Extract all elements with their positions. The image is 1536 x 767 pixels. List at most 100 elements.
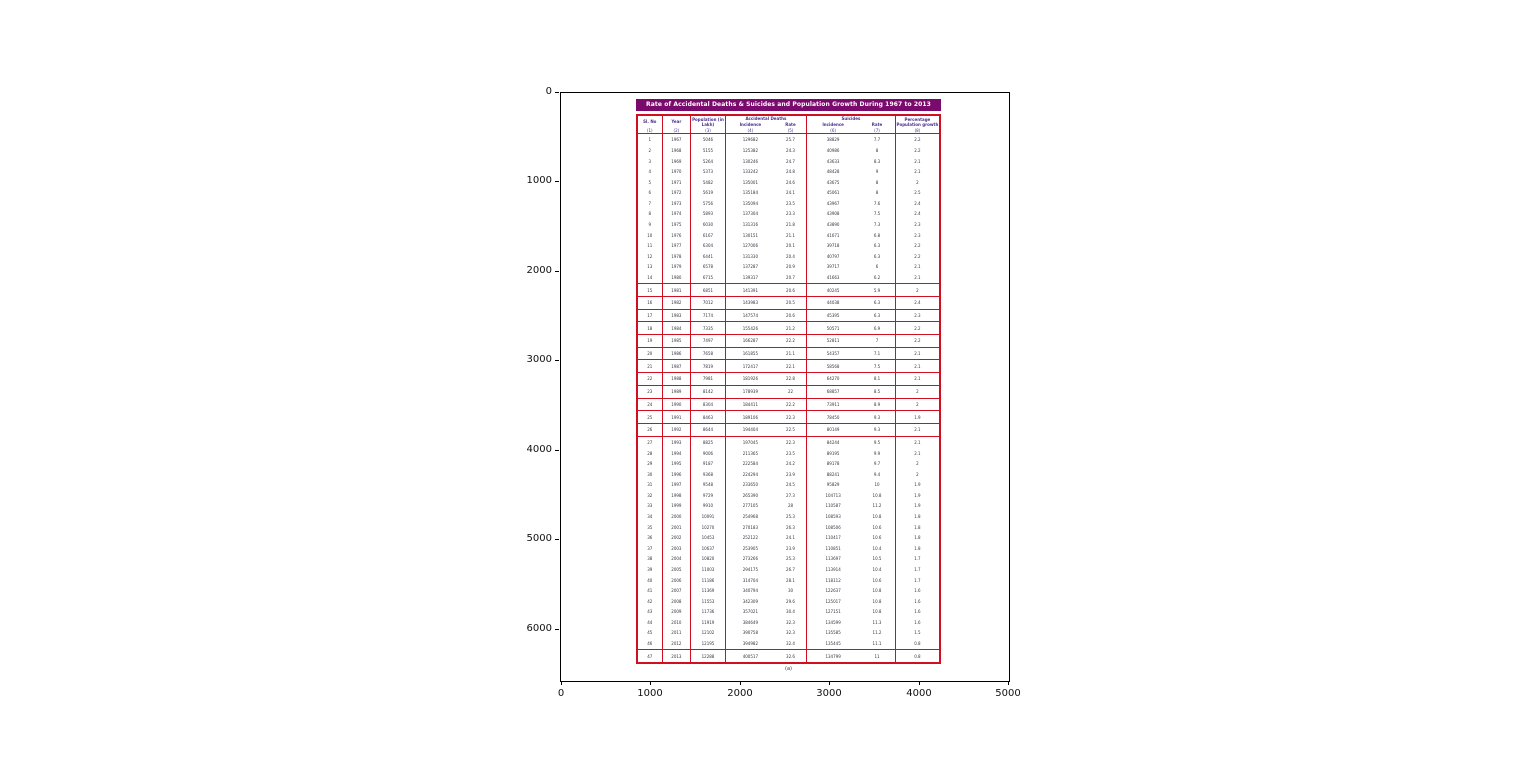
cell: 9006 [690, 447, 726, 459]
cell: 233650 [742, 482, 758, 488]
cell: 6.3 [859, 296, 896, 310]
cell: 2.4 [914, 211, 921, 217]
cell: 7819 [690, 359, 726, 374]
col-subheader-su-rate: Rate [859, 121, 896, 127]
y-tick-mark [555, 271, 559, 272]
col-subheader-ad-rate: Rate [774, 121, 808, 127]
cell: 23.3 [774, 208, 808, 220]
cell: 6304 [690, 240, 726, 251]
table-row: 4 1970 5373 133242 24.8 48428 9 2.1 [638, 166, 939, 177]
table-row: 41 2007 11369 340794 30 122637 10.8 1.6 [638, 585, 939, 596]
table-row: 23 1989 8142 178939 22 68857 8.5 2 [638, 385, 939, 399]
cell: 1.6 [914, 598, 921, 604]
cell: 21.1 [774, 347, 808, 361]
cell: 2002 [662, 532, 692, 543]
table-row: 42 2008 11553 342309 29.6 125017 10.8 1.6 [638, 595, 939, 607]
cell: 1.6 [914, 609, 921, 615]
table-row: 29 1995 9187 222584 24.2 89178 9.7 2 [638, 458, 939, 469]
cell: 1977 [662, 240, 692, 251]
cell: 135585 [825, 630, 841, 636]
cell: 5756 [690, 198, 726, 209]
table-row: 7 1973 5756 135094 23.5 43967 7.6 2.4 [638, 198, 939, 209]
cell: 131316 [742, 221, 758, 227]
cell: 2013 [662, 649, 692, 662]
cell: 1.8 [914, 524, 921, 530]
cell: 24.5 [774, 479, 808, 491]
cell: 41 [638, 585, 663, 596]
table-row: 35 2001 10270 270183 26.3 108506 10.6 1.8 [638, 521, 939, 533]
y-tick-mark [555, 450, 559, 451]
cell: 32 [638, 490, 663, 501]
cell: 135094 [742, 200, 758, 206]
cell: 8463 [690, 410, 726, 424]
cell: 78450 [806, 410, 860, 424]
cell: 27.3 [774, 490, 808, 501]
cell: 1.8 [914, 545, 921, 551]
cell: 184411 [725, 398, 775, 412]
cell: 52811 [806, 334, 860, 348]
col-group-accidental-deaths: Accidental Deaths [725, 116, 808, 121]
cell: 10637 [690, 543, 726, 554]
cell: 137287 [742, 264, 758, 270]
cell: 125382 [742, 147, 758, 153]
cell: 110417 [825, 535, 841, 541]
cell: 1975 [662, 219, 692, 230]
cell: 1.5 [914, 630, 921, 636]
cell: 2006 [662, 574, 692, 586]
cell: 254968 [742, 514, 758, 520]
cell: 135445 [806, 638, 860, 651]
cell: 20.5 [774, 296, 808, 310]
cell: 8142 [690, 385, 726, 399]
cell: 294175 [742, 566, 758, 572]
cell: 6 [638, 187, 663, 199]
table-row: 19 1985 7497 166287 22.2 52811 7 2.2 [638, 334, 939, 348]
table-row: 12 1978 6441 131330 20.4 40797 6.3 2.2 [638, 250, 939, 262]
data-table: Sl. No Year Population (in Lakh) Acciden… [638, 116, 939, 662]
cell: 10.4 [859, 543, 896, 554]
cell: 46 [638, 638, 663, 651]
table-row: 20 1986 7658 161855 21.1 54357 7.1 2.1 [638, 347, 939, 361]
cell: 130151 [742, 232, 758, 238]
cell: 1974 [662, 208, 692, 220]
cell: 9.5 [859, 436, 896, 448]
table-row: 21 1987 7819 172417 22.1 58568 7.5 2.1 [638, 359, 939, 374]
cell: 2.1 [914, 439, 921, 445]
cell: 10091 [690, 511, 726, 522]
cell: 134799 [825, 653, 841, 659]
table-row: 11 1977 6304 127006 20.1 39718 6.3 2.2 [638, 240, 939, 251]
cell: 29.6 [774, 595, 808, 607]
cell: 11 [638, 240, 663, 251]
col-number: (4) [725, 127, 775, 134]
cell: 7981 [690, 372, 726, 386]
cell: 6167 [690, 229, 726, 241]
cell: 1993 [662, 436, 692, 448]
col-number: (1) [638, 127, 663, 134]
cell: 11.3 [859, 617, 896, 628]
cell: 8.9 [859, 398, 896, 412]
table-row: 47 2013 12288 400517 32.6 134799 11 0.8 [638, 649, 939, 662]
cell: 24.6 [774, 176, 808, 188]
cell: 6030 [690, 219, 726, 230]
table-row: 3 1969 5264 130246 24.7 43633 8.3 2.1 [638, 155, 939, 167]
cell: 25 [638, 410, 663, 424]
cell: 32.6 [774, 649, 808, 662]
table-row: 22 1988 7981 181926 22.8 64270 8.1 2.1 [638, 372, 939, 386]
table-row: 32 1998 9729 265390 27.3 104713 10.8 1.9 [638, 490, 939, 501]
cell: 40 [638, 574, 663, 586]
cell: 0.8 [914, 653, 921, 659]
cell: 2010 [662, 617, 692, 628]
col-header-year: Year [662, 116, 692, 127]
cell: 32.4 [774, 638, 808, 651]
cell: 1.6 [914, 588, 921, 594]
cell: 8 [859, 176, 896, 188]
cell: 10.5 [859, 553, 896, 565]
cell: 8 [859, 145, 896, 156]
col-number: (5) [774, 127, 808, 134]
cell: 1982 [662, 296, 692, 310]
cell: 10270 [690, 521, 726, 533]
table-image: Rate of Accidental Deaths & Suicides and… [636, 99, 941, 672]
x-tick-label: 1000 [637, 688, 663, 699]
cell: 224294 [742, 471, 758, 477]
cell: 48428 [826, 169, 840, 175]
cell: 2.3 [914, 221, 921, 227]
